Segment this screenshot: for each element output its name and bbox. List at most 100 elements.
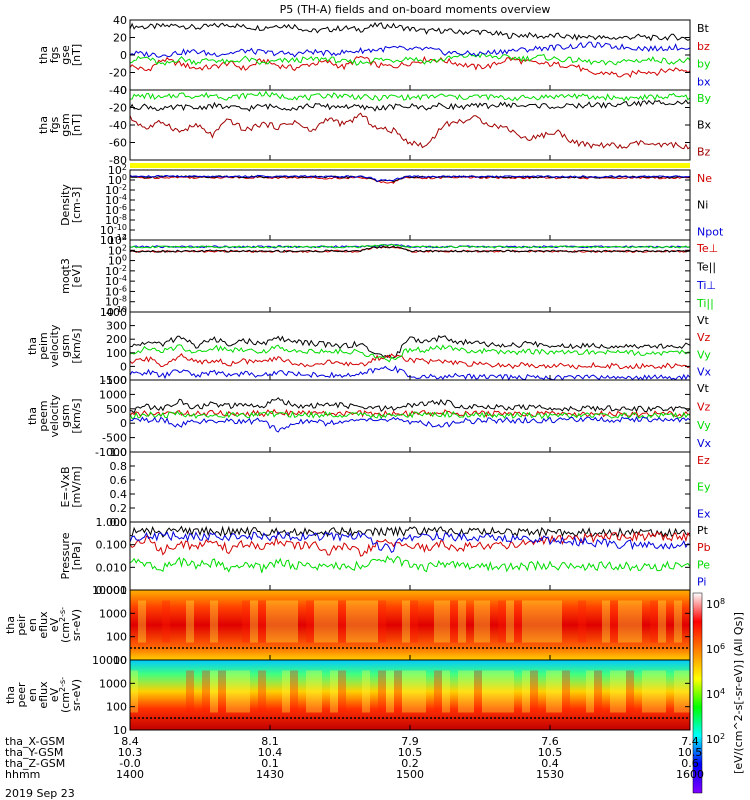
ephemeris-value: 0.4 [541, 757, 559, 770]
series-Vt [129, 397, 691, 414]
spectrogram-streak [242, 600, 250, 643]
series-By [129, 90, 691, 102]
ephemeris-value: 1500 [396, 768, 424, 781]
y-tick-label: 100 [106, 347, 127, 360]
y-tick-label: -80 [109, 154, 127, 167]
spectrogram-streak [650, 600, 658, 643]
series-Bt [129, 21, 691, 42]
y-axis-label: peim [37, 332, 50, 360]
y-axis-label: eV [48, 617, 61, 632]
y-axis-label: [nT] [70, 44, 83, 66]
spectrogram-streak [314, 600, 322, 643]
spectrogram-streak [674, 600, 682, 643]
y-tick-label: 10-10 [100, 305, 127, 319]
y-tick-label: 10 [113, 654, 127, 667]
legend-entry: Vt [697, 382, 710, 395]
legend-entry: Ey [697, 481, 711, 494]
y-axis-label: eflux [37, 681, 50, 709]
y-tick-label: 0 [120, 417, 127, 430]
y-tick-label: 0.2 [110, 502, 128, 515]
y-tick-label: 1.000 [96, 516, 128, 529]
spectrogram-streak [378, 600, 386, 643]
panel-peer_eflux: 10000 1000 100 10 thapeerenefluxeV(cm2-s-sr-… [4, 654, 691, 737]
y-axis-label: (cm2-s- [58, 607, 72, 643]
panel-frame [129, 89, 691, 161]
legend-entry: Bz [697, 145, 711, 158]
y-axis-label: sr-eV) [70, 609, 83, 641]
y-tick-label: 10 [113, 724, 127, 737]
colorbar-tick-label: 104 [706, 687, 725, 701]
y-axis-label: gsm [59, 334, 72, 357]
spectrogram-streak [282, 600, 290, 643]
spectrogram-streak [162, 600, 170, 643]
y-axis-label: velocity [48, 324, 61, 367]
y-axis-label: (cm2-s- [58, 677, 72, 713]
y-tick-label: -40 [109, 119, 127, 132]
spectrogram-streak [226, 670, 234, 713]
spectrogram-streak [610, 670, 618, 713]
spectrogram-streak [218, 670, 226, 713]
y-tick-label: 10-2 [105, 183, 127, 197]
y-axis-label: [cm-3] [70, 187, 83, 223]
series-bz [129, 55, 691, 78]
y-axis-label: [km/s] [70, 398, 83, 433]
y-tick-label: 102 [108, 243, 127, 257]
series-Vx [129, 416, 691, 433]
y-tick-label: 1.0 [110, 446, 128, 459]
panel-peir_eflux: 10000 1000 100 10 thapeirenefluxeV(cm2-s-sr-… [4, 584, 691, 667]
spectrogram-streak [338, 670, 346, 713]
y-axis-label: en [26, 688, 39, 702]
ephemeris-table: tha_X-GSM 8.4 8.1 7.9 7.6 7.4 tha_Y-GSM 10.3 10.… [5, 735, 704, 781]
series-Vy [129, 410, 691, 420]
spectrogram-streak [658, 670, 666, 713]
date-label: 2019 Sep 23 [5, 787, 75, 800]
y-tick-label: 0 [120, 360, 127, 373]
panel-frame [129, 521, 691, 591]
ephemeris-value: 1530 [536, 768, 564, 781]
y-axis-label: tha [26, 407, 39, 425]
series-Te|| [129, 245, 691, 253]
panel-efield: 1.00.80.60.40.20.0 E=-VxB[mV/m] Ez Ey Ex [59, 446, 711, 529]
series-bx [129, 41, 691, 58]
y-axis-label: E=-VxB [59, 466, 72, 507]
y-tick-label: 0.100 [96, 539, 128, 552]
legend-entry: Vx [697, 437, 712, 450]
spectrogram-streak [410, 670, 418, 713]
y-tick-label: 20 [113, 32, 127, 45]
y-tick-label: 10-4 [105, 193, 127, 207]
y-axis-label: [km/s] [70, 328, 83, 363]
legend-entry: by [697, 58, 711, 71]
y-tick-label: 0.6 [110, 474, 128, 487]
legend-entry: Pb [697, 541, 711, 554]
spectrogram-streak [514, 600, 522, 643]
spectrogram-streak [442, 600, 450, 643]
spectrogram-streak [290, 600, 298, 643]
spectrogram-streak [202, 670, 210, 713]
spectrogram-streak [506, 670, 514, 713]
spectrogram-streak [258, 600, 266, 643]
y-tick-label: 104 [108, 233, 127, 247]
legend-entry: Te⊥ [696, 242, 718, 255]
spectrogram-streak [674, 670, 682, 713]
spectrogram-streak [362, 670, 370, 713]
y-axis-label: eV [48, 687, 61, 702]
y-tick-label: 100 [108, 173, 127, 187]
legend-entry: bz [697, 40, 710, 53]
ephemeris-value: 7.6 [541, 735, 559, 748]
y-axis-label: en [26, 618, 39, 632]
spectrogram-streak [386, 670, 394, 713]
series-Bx [129, 99, 691, 112]
y-tick-label: 0.0 [110, 516, 128, 529]
spectrogram-streak [658, 600, 666, 643]
y-axis-label: tha [4, 616, 17, 634]
spectrogram-streak [322, 600, 330, 643]
spectrogram-streak [434, 600, 442, 643]
spectrogram-streak [562, 670, 570, 713]
spectrogram-streak [402, 600, 410, 643]
y-tick-label: -1000 [95, 446, 127, 459]
y-tick-label: 10000 [92, 654, 127, 667]
ephemeris-value: -0.0 [119, 757, 140, 770]
ephemeris-value: 7.4 [681, 735, 699, 748]
spectrogram-streak [330, 600, 338, 643]
legend-entry: Ti|| [696, 297, 714, 310]
